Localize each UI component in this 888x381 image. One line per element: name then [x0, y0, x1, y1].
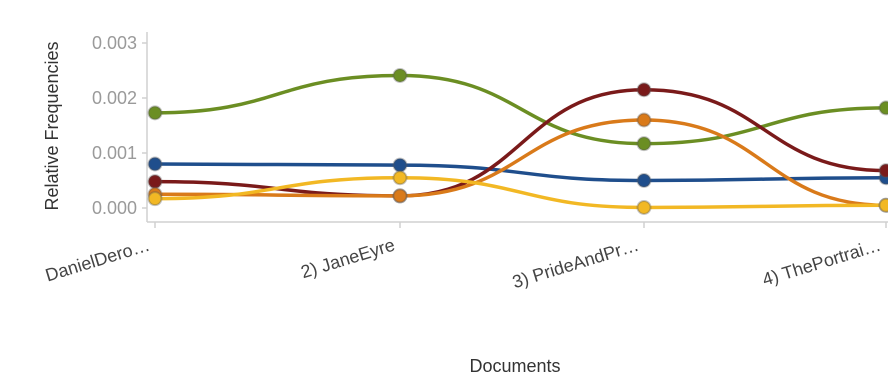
series-2-point[interactable]	[636, 173, 652, 188]
series-5-point[interactable]	[878, 197, 888, 213]
y-tick-label: 0.000	[92, 198, 137, 218]
x-axis: DanielDero… 2) JaneEyre 3) PrideAndPr… 4) T…	[43, 221, 888, 292]
series-1-point[interactable]	[147, 105, 163, 121]
series-line-3	[154, 87, 887, 198]
series-2-point[interactable]	[392, 157, 408, 173]
y-tick-label: 0.001	[92, 143, 137, 163]
series-points	[147, 67, 888, 215]
series-5-point[interactable]	[636, 199, 652, 215]
series-lines	[154, 73, 887, 210]
series-1-point[interactable]	[392, 67, 408, 83]
series-2-point[interactable]	[147, 156, 163, 172]
series-4-point[interactable]	[392, 188, 408, 204]
series-5-point[interactable]	[147, 191, 163, 207]
x-tick-label: 2) JaneEyre	[299, 235, 398, 283]
x-tick-label: 4) ThePortrai…	[760, 235, 883, 290]
series-3-point[interactable]	[878, 163, 888, 179]
series-line-4	[154, 118, 887, 207]
y-tick-label: 0.003	[92, 33, 137, 53]
y-axis: 0.000 0.001 0.002 0.003	[92, 32, 148, 222]
series-1-point[interactable]	[636, 136, 652, 152]
series-3-point[interactable]	[147, 174, 163, 190]
series-3-point[interactable]	[636, 82, 652, 98]
series-line-2	[154, 162, 887, 183]
series-4-point[interactable]	[636, 112, 652, 128]
y-axis-title: Relative Frequencies	[42, 41, 62, 210]
x-axis-title: Documents	[469, 356, 560, 376]
series-line-5	[154, 175, 887, 210]
series-5-point[interactable]	[392, 170, 408, 186]
series-line-1	[154, 73, 887, 146]
y-tick-label: 0.002	[92, 88, 137, 108]
x-tick-label: DanielDero…	[43, 235, 152, 286]
x-tick-label: 3) PrideAndPr…	[510, 235, 641, 292]
series-1-point[interactable]	[878, 100, 888, 116]
